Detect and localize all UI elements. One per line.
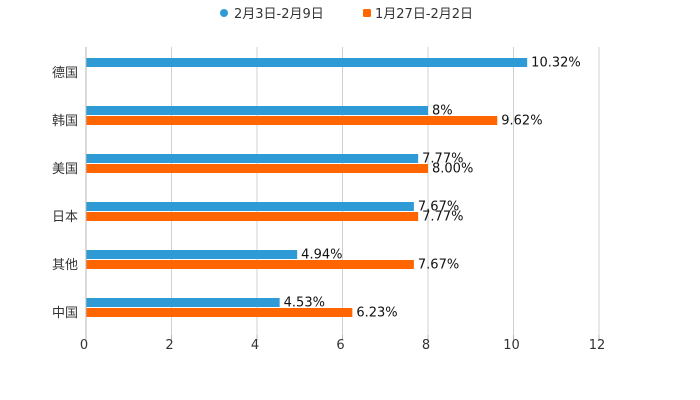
legend-marker-series-2: [363, 9, 371, 17]
data-label-1-2: 7.77%: [422, 152, 463, 167]
data-label-1-5: 4.53%: [284, 296, 325, 311]
data-label-1-1: 8%: [432, 104, 453, 119]
chart-bars: [86, 58, 528, 317]
data-label-2-3: 7.77%: [422, 210, 463, 225]
bar-1-3: [86, 202, 414, 211]
x-tick-label: 2: [165, 338, 173, 353]
chart-data-labels: 10.32%8%9.62%7.77%8.00%7.67%7.77%4.94%7.…: [284, 56, 581, 321]
data-label-2-4: 7.67%: [418, 258, 459, 273]
bar-1-4: [86, 250, 298, 259]
category-label: 韩国: [52, 114, 78, 129]
x-tick-label: 12: [589, 338, 606, 353]
bar-2-1: [86, 116, 498, 125]
x-tick-label: 8: [422, 338, 430, 353]
data-label-2-2: 8.00%: [432, 162, 473, 177]
x-tick-label: 10: [503, 338, 520, 353]
x-tick-label: 4: [251, 338, 259, 353]
bar-2-4: [86, 260, 414, 269]
bar-1-1: [86, 106, 428, 115]
category-label: 中国: [52, 306, 78, 321]
legend-marker-series-1: [220, 9, 228, 17]
bar-2-2: [86, 164, 428, 173]
chart-grid: [85, 47, 600, 335]
bar-1-0: [86, 58, 528, 67]
category-label: 其他: [52, 258, 78, 273]
data-label-1-4: 4.94%: [301, 248, 342, 263]
bar-2-3: [86, 212, 419, 221]
bar-2-5: [86, 308, 353, 317]
data-label-2-1: 9.62%: [501, 114, 542, 129]
legend-label-series-1: 2月3日-2月9日: [234, 7, 324, 22]
category-label: 美国: [52, 162, 78, 177]
legend-label-series-2: 1月27日-2月2日: [375, 7, 473, 22]
data-label-1-3: 7.67%: [418, 200, 459, 215]
category-label: 德国: [52, 66, 78, 81]
chart-legend: 2月3日-2月9日 1月27日-2月2日: [220, 7, 473, 22]
bar-1-5: [86, 298, 280, 307]
value-axis: 0 2 4 6 8 10 12: [80, 47, 605, 353]
category-label: 日本: [52, 210, 78, 225]
data-label-2-5: 6.23%: [356, 306, 397, 321]
data-label-1-0: 10.32%: [531, 56, 581, 71]
x-tick-label: 6: [336, 338, 344, 353]
x-tick-label: 0: [80, 338, 88, 353]
bar-1-2: [86, 154, 419, 163]
